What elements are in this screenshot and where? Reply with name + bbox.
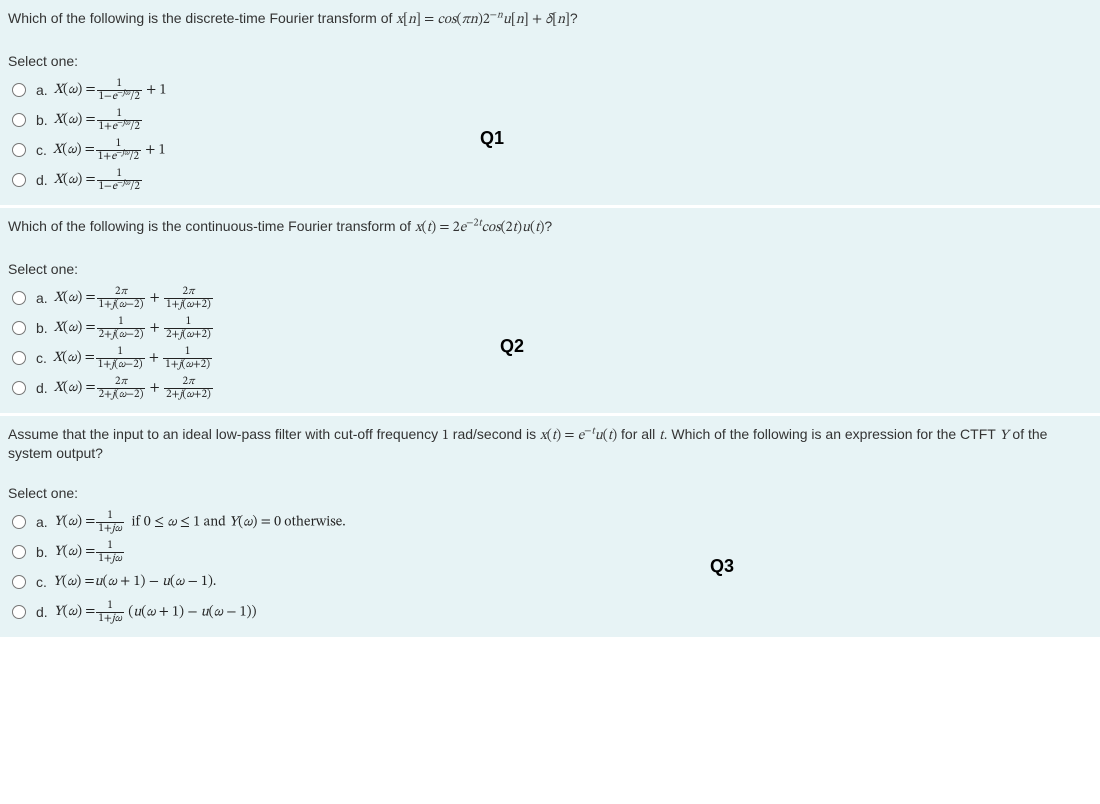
option-lhs: Y(ω) =	[53, 573, 95, 591]
stem-math: 1	[442, 429, 449, 443]
option-lhs: Y(ω) =	[54, 513, 96, 531]
stem-text: ?	[570, 10, 578, 26]
stem-text: Which of the following is the continuous…	[8, 218, 415, 234]
option-rhs: 11−e−jω/2 + 1	[96, 78, 167, 102]
option-row[interactable]: c. X(ω) = 11+e−jω/2 + 1	[8, 135, 1092, 165]
option-radio[interactable]	[12, 605, 26, 619]
option-row[interactable]: c. Y(ω) = u(ω + 1) − u(ω − 1).	[8, 567, 1092, 597]
select-one-label: Select one:	[8, 53, 1092, 69]
option-row[interactable]: b. X(ω) = 12+j(ω−2) + 12+j(ω+2)	[8, 313, 1092, 343]
stem-math: x[n] = cos(πn)2−nu[n] + δ[n]	[396, 13, 570, 27]
option-rhs: 2π2+j(ω−2) + 2π2+j(ω+2)	[96, 376, 214, 400]
option-radio[interactable]	[12, 83, 26, 97]
stem-text: for all	[617, 426, 659, 442]
option-lhs: X(ω) =	[53, 141, 95, 159]
option-rhs: 11+jω (u(ω + 1) − u(ω − 1))	[95, 600, 256, 624]
option-row[interactable]: a. Y(ω) = 11+jω if 0 ≤ ω ≤ 1 and Y(ω) = …	[8, 507, 1092, 537]
stem-math: x(t) = e−tu(t)	[540, 429, 617, 443]
option-rhs: 11+jω if 0 ≤ ω ≤ 1 and Y(ω) = 0 otherwis…	[95, 510, 345, 534]
option-lhs: X(ω) =	[54, 171, 96, 189]
option-letter: d.	[36, 172, 48, 188]
option-radio[interactable]	[12, 515, 26, 529]
option-rhs: u(ω + 1) − u(ω − 1).	[95, 573, 217, 591]
option-radio[interactable]	[12, 351, 26, 365]
question-stem: Assume that the input to an ideal low-pa…	[8, 426, 1092, 461]
option-letter: b.	[36, 544, 48, 560]
option-letter: a.	[36, 290, 48, 306]
option-row[interactable]: d. Y(ω) = 11+jω (u(ω + 1) − u(ω − 1))	[8, 597, 1092, 627]
option-letter: b.	[36, 112, 48, 128]
option-row[interactable]: b. X(ω) = 11+e−jω/2	[8, 105, 1092, 135]
option-letter: b.	[36, 320, 48, 336]
option-radio[interactable]	[12, 291, 26, 305]
option-rhs: 11+e−jω/2 + 1	[95, 138, 166, 162]
option-rhs: 11+jω	[95, 540, 125, 564]
option-rhs: 11−e−jω/2	[96, 168, 143, 192]
option-row[interactable]: a. X(ω) = 2π1+j(ω−2) + 2π1+j(ω+2)	[8, 283, 1092, 313]
select-one-label: Select one:	[8, 261, 1092, 277]
option-rhs: 2π1+j(ω−2) + 2π1+j(ω+2)	[96, 286, 214, 310]
option-rhs: 12+j(ω−2) + 12+j(ω+2)	[96, 316, 214, 340]
option-radio[interactable]	[12, 545, 26, 559]
option-letter: d.	[36, 380, 48, 396]
option-lhs: X(ω) =	[54, 289, 96, 307]
option-radio[interactable]	[12, 381, 26, 395]
options-list: a. X(ω) = 2π1+j(ω−2) + 2π1+j(ω+2) b. X(ω…	[8, 283, 1092, 403]
option-letter: a.	[36, 82, 48, 98]
option-radio[interactable]	[12, 575, 26, 589]
stem-text: rad/second is	[449, 426, 540, 442]
select-one-label: Select one:	[8, 485, 1092, 501]
option-row[interactable]: c. X(ω) = 11+j(ω−2) + 11+j(ω+2)	[8, 343, 1092, 373]
stem-text: Assume that the input to an ideal low-pa…	[8, 426, 442, 442]
options-list: a. Y(ω) = 11+jω if 0 ≤ ω ≤ 1 and Y(ω) = …	[8, 507, 1092, 627]
question-label: Q3	[710, 556, 734, 577]
options-list: a. X(ω) = 11−e−jω/2 + 1 b. X(ω) = 11+e−j…	[8, 75, 1092, 195]
option-radio[interactable]	[12, 173, 26, 187]
option-lhs: X(ω) =	[54, 81, 96, 99]
option-row[interactable]: d. X(ω) = 11−e−jω/2	[8, 165, 1092, 195]
option-lhs: Y(ω) =	[54, 543, 96, 561]
option-radio[interactable]	[12, 321, 26, 335]
option-row[interactable]: b. Y(ω) = 11+jω	[8, 537, 1092, 567]
option-letter: c.	[36, 574, 47, 590]
question-stem: Which of the following is the discrete-t…	[8, 10, 1092, 29]
stem-text: ?	[544, 218, 552, 234]
option-letter: a.	[36, 514, 48, 530]
option-letter: c.	[36, 142, 47, 158]
option-rhs: 11+j(ω−2) + 11+j(ω+2)	[95, 346, 213, 370]
question-1: Which of the following is the discrete-t…	[0, 0, 1100, 205]
option-row[interactable]: a. X(ω) = 11−e−jω/2 + 1	[8, 75, 1092, 105]
option-lhs: X(ω) =	[54, 319, 96, 337]
question-label: Q2	[500, 336, 524, 357]
stem-math: x(t) = 2e−2tcos(2t)u(t)	[415, 221, 544, 235]
stem-math: Y	[999, 429, 1008, 443]
question-2: Which of the following is the continuous…	[0, 208, 1100, 413]
question-3: Assume that the input to an ideal low-pa…	[0, 416, 1100, 637]
stem-text: Which of the following is the discrete-t…	[8, 10, 396, 26]
stem-text: . Which of the following is an expressio…	[664, 426, 1000, 442]
option-lhs: X(ω) =	[54, 379, 96, 397]
option-lhs: X(ω) =	[53, 349, 95, 367]
option-lhs: Y(ω) =	[54, 603, 96, 621]
question-stem: Which of the following is the continuous…	[8, 218, 1092, 237]
option-lhs: X(ω) =	[54, 111, 96, 129]
option-letter: c.	[36, 350, 47, 366]
option-radio[interactable]	[12, 113, 26, 127]
option-row[interactable]: d. X(ω) = 2π2+j(ω−2) + 2π2+j(ω+2)	[8, 373, 1092, 403]
option-radio[interactable]	[12, 143, 26, 157]
question-label: Q1	[480, 128, 504, 149]
option-rhs: 11+e−jω/2	[96, 108, 143, 132]
option-letter: d.	[36, 604, 48, 620]
